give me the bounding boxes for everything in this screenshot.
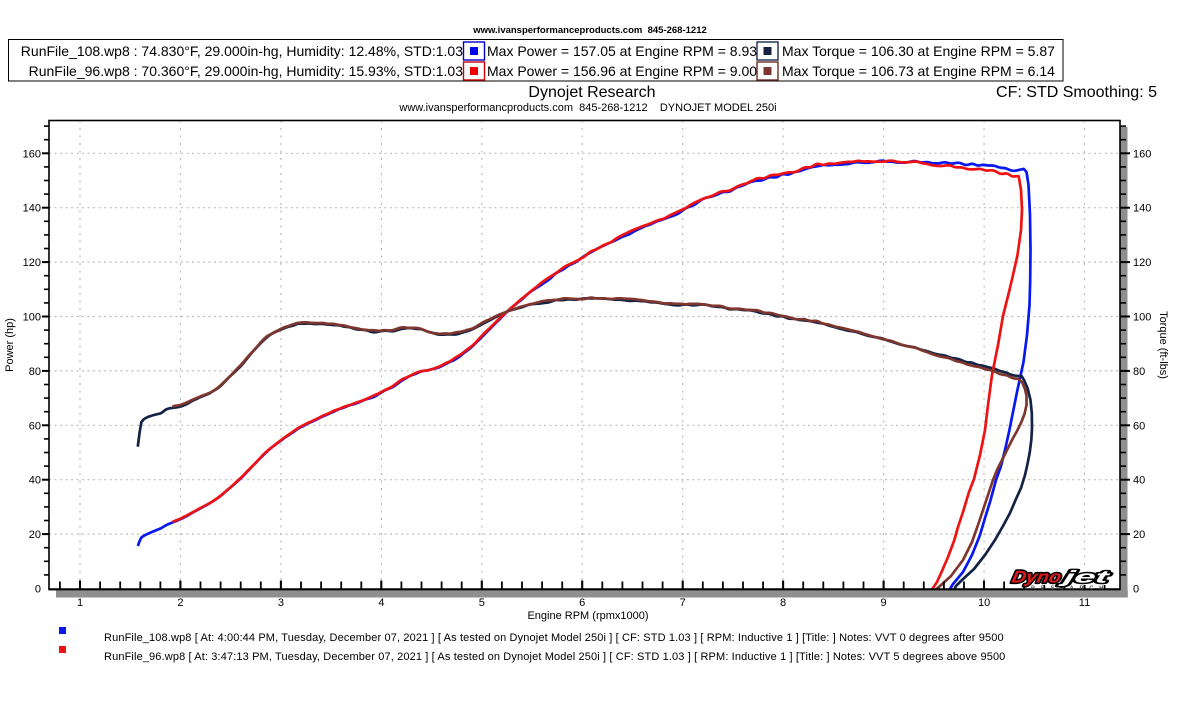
svg-text:140: 140	[1133, 203, 1151, 215]
svg-text:Dyno: Dyno	[1010, 567, 1063, 587]
svg-text:Torque (ft-lbs): Torque (ft-lbs)	[1157, 311, 1169, 379]
svg-text:10: 10	[978, 597, 990, 609]
svg-text:RunFile_108.wp8 : 74.830°F, 29: RunFile_108.wp8 : 74.830°F, 29.000in-hg,…	[21, 43, 463, 59]
svg-text:20: 20	[29, 529, 41, 541]
svg-text:160: 160	[23, 148, 41, 160]
svg-text:Max Power = 157.05 at Engine R: Max Power = 157.05 at Engine RPM = 8.93	[487, 43, 757, 59]
svg-text:3: 3	[278, 597, 284, 609]
svg-text:jet: jet	[1058, 567, 1113, 587]
svg-text:40: 40	[29, 475, 41, 487]
svg-text:80: 80	[1133, 366, 1145, 378]
svg-text:jet: jet	[1058, 567, 1113, 587]
svg-text:6: 6	[579, 597, 585, 609]
svg-text:8: 8	[780, 597, 786, 609]
svg-text:60: 60	[29, 420, 41, 432]
svg-text:Max Power = 156.96 at Engine R: Max Power = 156.96 at Engine RPM = 9.00	[487, 63, 757, 79]
svg-text:RESEARCH: RESEARCH	[1031, 586, 1109, 592]
svg-text:RunFile_96.wp8 [ At: 3:47:13 P: RunFile_96.wp8 [ At: 3:47:13 PM, Tuesday…	[104, 651, 1005, 663]
svg-text:5: 5	[479, 597, 485, 609]
svg-text:9: 9	[881, 597, 887, 609]
svg-text:80: 80	[29, 366, 41, 378]
svg-text:Power (hp): Power (hp)	[4, 318, 16, 372]
svg-text:11: 11	[1079, 597, 1090, 609]
svg-text:1: 1	[77, 597, 83, 609]
svg-text:Max Torque = 106.73 at Engine: Max Torque = 106.73 at Engine RPM = 6.14	[782, 63, 1055, 79]
svg-text:7: 7	[680, 597, 686, 609]
svg-text:120: 120	[23, 257, 41, 269]
svg-text:2: 2	[177, 597, 183, 609]
svg-text:0: 0	[1133, 584, 1139, 596]
svg-text:www.ivansperformancproducts.co: www.ivansperformancproducts.com 845-268-…	[398, 102, 776, 114]
svg-text:40: 40	[1133, 475, 1145, 487]
svg-text:140: 140	[23, 203, 41, 215]
svg-text:100: 100	[23, 312, 41, 324]
svg-text:CF: STD Smoothing: 5: CF: STD Smoothing: 5	[996, 84, 1157, 101]
svg-text:100: 100	[1133, 312, 1151, 324]
svg-text:Dyno: Dyno	[1010, 567, 1063, 587]
svg-text:160: 160	[1133, 148, 1151, 160]
svg-text:RunFile_96.wp8 : 70.360°F, 29.: RunFile_96.wp8 : 70.360°F, 29.000in-hg, …	[29, 63, 464, 79]
svg-text:60: 60	[1133, 420, 1145, 432]
svg-text:www.ivansperformanceproducts.c: www.ivansperformanceproducts.com 845-268…	[472, 25, 707, 36]
svg-text:Max Torque = 106.30 at Engine: Max Torque = 106.30 at Engine RPM = 5.87	[782, 43, 1055, 59]
svg-text:120: 120	[1133, 257, 1151, 269]
svg-text:RunFile_108.wp8 [ At: 4:00:44: RunFile_108.wp8 [ At: 4:00:44 PM, Tuesda…	[104, 632, 1004, 644]
svg-text:Engine RPM (rpmx1000): Engine RPM (rpmx1000)	[527, 610, 648, 622]
svg-text:Dynojet Research: Dynojet Research	[528, 84, 655, 101]
svg-text:4: 4	[378, 597, 384, 609]
svg-text:0: 0	[35, 584, 41, 596]
svg-text:20: 20	[1133, 529, 1145, 541]
